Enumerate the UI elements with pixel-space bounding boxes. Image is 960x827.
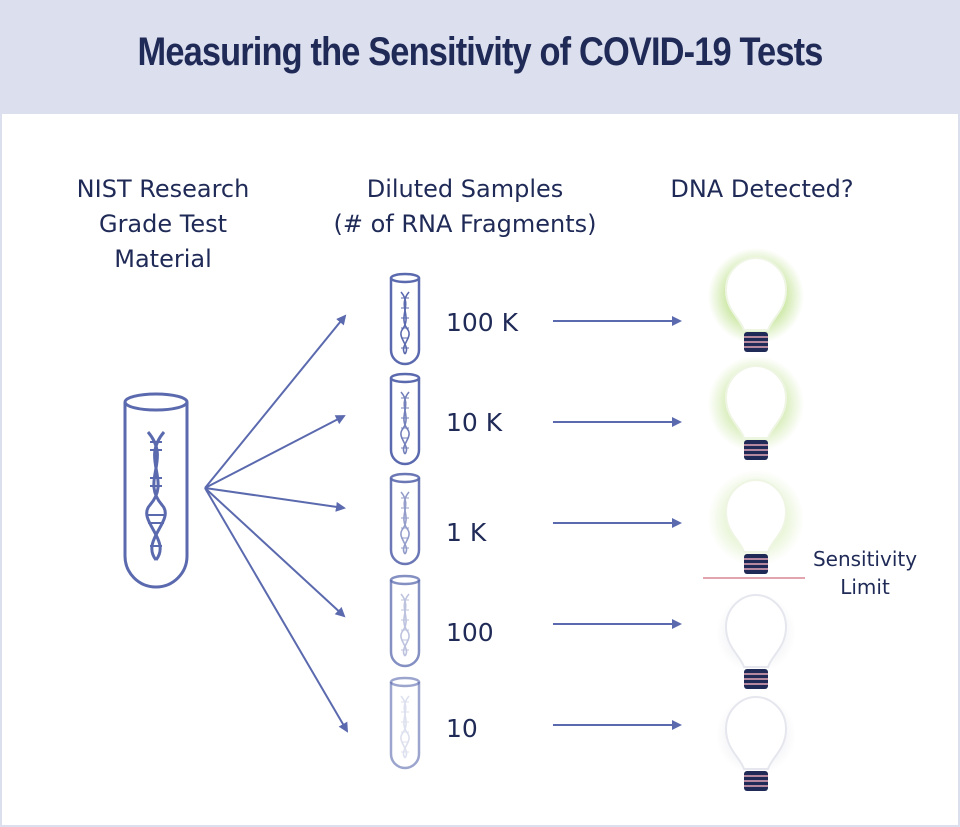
sample-tube-icon-10k	[389, 372, 421, 466]
source-column-heading: NIST Research Grade Test Material	[58, 172, 268, 277]
dilution-arrow-1k	[204, 487, 346, 512]
samples-column-heading: Diluted Samples (# of RNA Fragments)	[330, 172, 600, 242]
dilution-arrows	[204, 314, 349, 733]
dilution-arrow-10k	[204, 415, 346, 489]
dilution-arrow-10	[204, 487, 349, 733]
lit-bulb-icon-100k	[708, 248, 804, 352]
dilution-arrow-100k	[204, 314, 347, 489]
sample-label-100: 100	[446, 618, 494, 647]
dilution-arrow-100	[204, 487, 346, 618]
sample-tube-icon-100k	[389, 272, 421, 366]
tube-dna-icon-10	[400, 695, 410, 759]
page-title: Measuring the Sensitivity of COVID-19 Te…	[137, 30, 824, 74]
result-column-heading: DNA Detected?	[652, 172, 872, 207]
source-heading-line-2: Grade Test	[98, 210, 228, 238]
unlit-bulb-icon-10	[716, 695, 796, 791]
source-test-tube-icon	[123, 392, 189, 589]
tube-dna-icon-10k	[400, 391, 410, 455]
source-heading-line-3: Material	[114, 245, 212, 273]
sample-label-10k: 10 K	[446, 408, 503, 437]
tube-dna-icon-100	[400, 593, 410, 657]
sample-tube-icon-1k	[389, 472, 421, 566]
title-banner: Measuring the Sensitivity of COVID-19 Te…	[0, 0, 960, 114]
sample-tube-icon-10	[389, 676, 421, 770]
source-heading-line-1: NIST Research	[76, 175, 250, 203]
unlit-bulb-icon-100	[716, 593, 796, 689]
tube-dna-icon-100k	[400, 291, 410, 355]
dna-strand-icon	[145, 431, 167, 561]
sample-label-100k: 100 K	[446, 308, 519, 337]
tube-dna-icon-1k	[400, 491, 410, 555]
lit-bulb-icon-1k	[708, 470, 804, 574]
sample-label-10: 10	[446, 714, 478, 743]
sample-label-1k: 1 K	[446, 518, 487, 547]
lit-bulb-icon-10k	[708, 356, 804, 460]
sensitivity-limit-line-2: Limit	[840, 575, 890, 599]
sensitivity-limit-line-1: Sensitivity	[812, 547, 918, 571]
samples-heading-line-1: Diluted Samples	[366, 175, 564, 203]
result-heading-line-1: DNA Detected?	[670, 175, 854, 203]
sample-tube-icon-100	[389, 574, 421, 668]
sensitivity-limit-label: Sensitivity Limit	[805, 545, 925, 601]
samples-heading-line-2: (# of RNA Fragments)	[333, 210, 597, 238]
